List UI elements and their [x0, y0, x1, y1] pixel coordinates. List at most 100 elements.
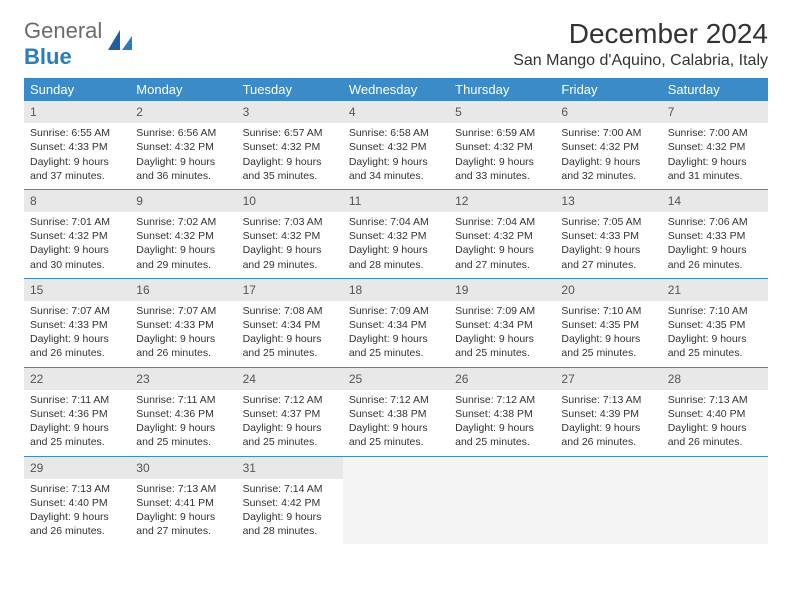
sunset-text: Sunset: 4:32 PM	[561, 140, 655, 154]
daylight-text-2: and 37 minutes.	[30, 169, 124, 183]
sunset-text: Sunset: 4:33 PM	[668, 229, 762, 243]
daylight-text-1: Daylight: 9 hours	[136, 421, 230, 435]
daylight-text-1: Daylight: 9 hours	[349, 243, 443, 257]
daylight-text-2: and 33 minutes.	[455, 169, 549, 183]
day-data: Sunrise: 7:12 AMSunset: 4:38 PMDaylight:…	[343, 390, 449, 456]
sunset-text: Sunset: 4:32 PM	[455, 229, 549, 243]
sunset-text: Sunset: 4:36 PM	[136, 407, 230, 421]
daylight-text-2: and 36 minutes.	[136, 169, 230, 183]
sunrise-text: Sunrise: 7:01 AM	[30, 215, 124, 229]
daylight-text-1: Daylight: 9 hours	[136, 510, 230, 524]
daylight-text-2: and 29 minutes.	[243, 258, 337, 272]
day-data: Sunrise: 7:06 AMSunset: 4:33 PMDaylight:…	[662, 212, 768, 278]
logo: General Blue	[24, 18, 134, 70]
calendar-day-cell	[662, 456, 768, 544]
daylight-text-2: and 28 minutes.	[349, 258, 443, 272]
daylight-text-1: Daylight: 9 hours	[136, 332, 230, 346]
sunset-text: Sunset: 4:32 PM	[30, 229, 124, 243]
page-title: December 2024	[513, 18, 768, 50]
day-number: 23	[130, 368, 236, 390]
calendar-day-cell: 29Sunrise: 7:13 AMSunset: 4:40 PMDayligh…	[24, 456, 130, 544]
daylight-text-2: and 26 minutes.	[561, 435, 655, 449]
day-number-empty	[662, 457, 768, 479]
day-number: 22	[24, 368, 130, 390]
daylight-text-1: Daylight: 9 hours	[30, 155, 124, 169]
day-data: Sunrise: 7:03 AMSunset: 4:32 PMDaylight:…	[237, 212, 343, 278]
calendar-day-cell: 22Sunrise: 7:11 AMSunset: 4:36 PMDayligh…	[24, 367, 130, 456]
sunset-text: Sunset: 4:40 PM	[668, 407, 762, 421]
day-number: 21	[662, 279, 768, 301]
day-number: 4	[343, 101, 449, 123]
daylight-text-2: and 28 minutes.	[243, 524, 337, 538]
sunrise-text: Sunrise: 7:12 AM	[349, 393, 443, 407]
calendar-week-row: 22Sunrise: 7:11 AMSunset: 4:36 PMDayligh…	[24, 367, 768, 456]
calendar-day-cell: 4Sunrise: 6:58 AMSunset: 4:32 PMDaylight…	[343, 101, 449, 189]
daylight-text-1: Daylight: 9 hours	[668, 332, 762, 346]
daylight-text-2: and 26 minutes.	[136, 346, 230, 360]
calendar-day-cell: 13Sunrise: 7:05 AMSunset: 4:33 PMDayligh…	[555, 189, 661, 278]
day-data: Sunrise: 6:56 AMSunset: 4:32 PMDaylight:…	[130, 123, 236, 189]
day-number: 3	[237, 101, 343, 123]
calendar-day-cell: 24Sunrise: 7:12 AMSunset: 4:37 PMDayligh…	[237, 367, 343, 456]
day-number: 16	[130, 279, 236, 301]
daylight-text-2: and 26 minutes.	[30, 524, 124, 538]
sunrise-text: Sunrise: 7:09 AM	[455, 304, 549, 318]
day-data: Sunrise: 7:11 AMSunset: 4:36 PMDaylight:…	[24, 390, 130, 456]
day-number: 27	[555, 368, 661, 390]
sunrise-text: Sunrise: 7:00 AM	[561, 126, 655, 140]
daylight-text-2: and 27 minutes.	[455, 258, 549, 272]
calendar-week-row: 29Sunrise: 7:13 AMSunset: 4:40 PMDayligh…	[24, 456, 768, 544]
sunrise-text: Sunrise: 7:10 AM	[668, 304, 762, 318]
calendar-day-cell: 25Sunrise: 7:12 AMSunset: 4:38 PMDayligh…	[343, 367, 449, 456]
sunset-text: Sunset: 4:32 PM	[136, 229, 230, 243]
day-data: Sunrise: 7:13 AMSunset: 4:40 PMDaylight:…	[662, 390, 768, 456]
sunset-text: Sunset: 4:38 PM	[455, 407, 549, 421]
calendar-day-cell: 26Sunrise: 7:12 AMSunset: 4:38 PMDayligh…	[449, 367, 555, 456]
sunset-text: Sunset: 4:33 PM	[136, 318, 230, 332]
sunset-text: Sunset: 4:41 PM	[136, 496, 230, 510]
sunset-text: Sunset: 4:33 PM	[30, 140, 124, 154]
calendar-day-cell: 7Sunrise: 7:00 AMSunset: 4:32 PMDaylight…	[662, 101, 768, 189]
sunset-text: Sunset: 4:42 PM	[243, 496, 337, 510]
day-number: 2	[130, 101, 236, 123]
daylight-text-2: and 25 minutes.	[561, 346, 655, 360]
day-number: 31	[237, 457, 343, 479]
sunset-text: Sunset: 4:34 PM	[349, 318, 443, 332]
daylight-text-1: Daylight: 9 hours	[455, 155, 549, 169]
daylight-text-2: and 26 minutes.	[30, 346, 124, 360]
sunrise-text: Sunrise: 7:13 AM	[136, 482, 230, 496]
day-number: 6	[555, 101, 661, 123]
day-number: 18	[343, 279, 449, 301]
daylight-text-1: Daylight: 9 hours	[668, 243, 762, 257]
daylight-text-2: and 27 minutes.	[561, 258, 655, 272]
sunrise-text: Sunrise: 6:59 AM	[455, 126, 549, 140]
calendar-day-cell: 19Sunrise: 7:09 AMSunset: 4:34 PMDayligh…	[449, 278, 555, 367]
day-data: Sunrise: 7:04 AMSunset: 4:32 PMDaylight:…	[343, 212, 449, 278]
day-number: 5	[449, 101, 555, 123]
location-text: San Mango d'Aquino, Calabria, Italy	[513, 52, 768, 70]
daylight-text-2: and 30 minutes.	[30, 258, 124, 272]
header: General Blue December 2024 San Mango d'A…	[24, 18, 768, 76]
daylight-text-2: and 25 minutes.	[243, 435, 337, 449]
calendar-day-cell: 27Sunrise: 7:13 AMSunset: 4:39 PMDayligh…	[555, 367, 661, 456]
weekday-header-row: Sunday Monday Tuesday Wednesday Thursday…	[24, 78, 768, 101]
sunset-text: Sunset: 4:35 PM	[668, 318, 762, 332]
daylight-text-1: Daylight: 9 hours	[243, 243, 337, 257]
daylight-text-1: Daylight: 9 hours	[668, 421, 762, 435]
daylight-text-1: Daylight: 9 hours	[30, 332, 124, 346]
day-number: 1	[24, 101, 130, 123]
weekday-header: Saturday	[662, 78, 768, 101]
daylight-text-2: and 25 minutes.	[455, 346, 549, 360]
day-number-empty	[449, 457, 555, 479]
daylight-text-2: and 26 minutes.	[668, 258, 762, 272]
sunset-text: Sunset: 4:36 PM	[30, 407, 124, 421]
calendar-day-cell: 10Sunrise: 7:03 AMSunset: 4:32 PMDayligh…	[237, 189, 343, 278]
sunrise-text: Sunrise: 7:07 AM	[136, 304, 230, 318]
day-data: Sunrise: 7:00 AMSunset: 4:32 PMDaylight:…	[662, 123, 768, 189]
calendar-day-cell: 9Sunrise: 7:02 AMSunset: 4:32 PMDaylight…	[130, 189, 236, 278]
day-data: Sunrise: 7:12 AMSunset: 4:38 PMDaylight:…	[449, 390, 555, 456]
daylight-text-1: Daylight: 9 hours	[455, 243, 549, 257]
logo-sail-icon	[106, 28, 134, 60]
daylight-text-1: Daylight: 9 hours	[561, 332, 655, 346]
day-number: 29	[24, 457, 130, 479]
